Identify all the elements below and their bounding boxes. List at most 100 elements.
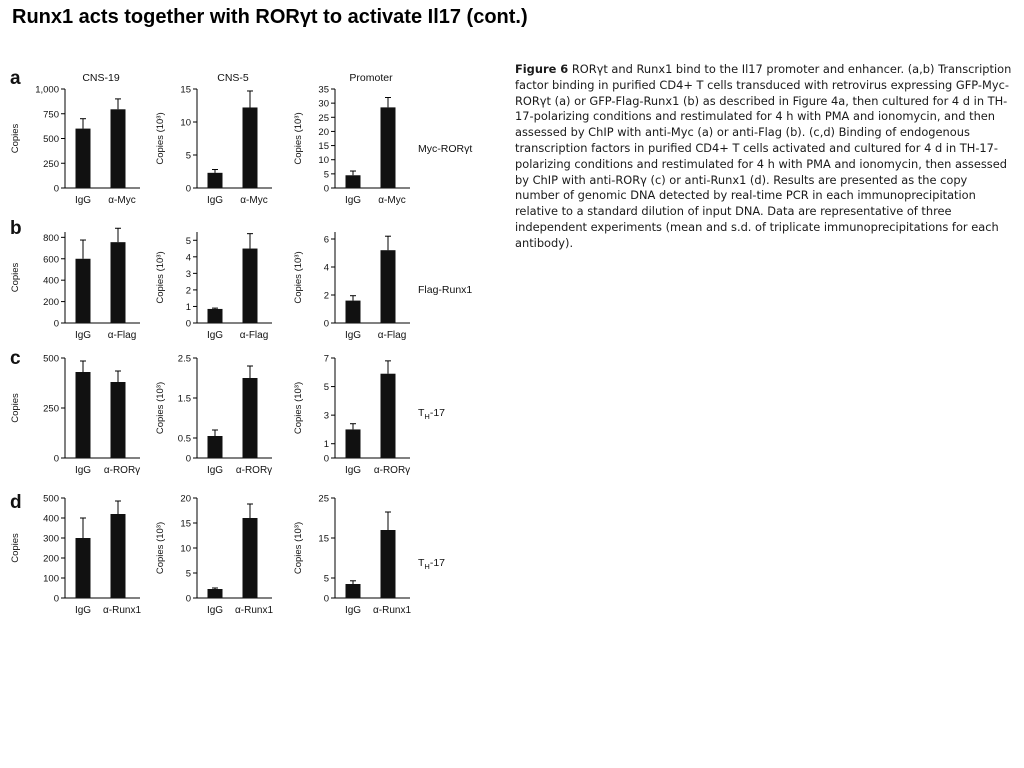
panel-d-3-y-tick-label: 0 xyxy=(324,594,329,605)
panel-d-2-category-label-1: IgG xyxy=(207,605,223,616)
panel-a-3-y-tick-label: 10 xyxy=(318,155,329,166)
panel-b-3-bar-2 xyxy=(380,250,396,323)
panel-letter-c: c xyxy=(10,348,21,369)
panel-a-3-y-tick-label: 0 xyxy=(324,184,329,195)
panel-d-2-category-label-2: α-Runx1 xyxy=(235,605,273,616)
panel-c-3-y-label: Copies (10³) xyxy=(293,382,304,434)
panel-letter-d: d xyxy=(10,492,22,513)
panel-c-3-category-label-1: IgG xyxy=(345,465,361,476)
panel-c-1-bar-2 xyxy=(110,382,126,458)
panel-b-3-bar-1 xyxy=(345,300,361,323)
panel-c-1-category-label-2: α-RORγ xyxy=(104,465,140,476)
panel-d-3-category-label-1: IgG xyxy=(345,605,361,616)
panel-a-1-y-label: Copies xyxy=(10,123,21,153)
panel-c-2-y-label: Copies (10³) xyxy=(155,382,166,434)
panel-d-1-y-tick-label: 100 xyxy=(43,574,59,585)
panel-b-2-category-label-1: IgG xyxy=(207,330,223,341)
panel-a-3-y-tick-label: 5 xyxy=(324,169,329,180)
panel-c-3-y-tick-label: 7 xyxy=(324,354,329,365)
panel-a-3-y-tick-label: 20 xyxy=(318,127,329,138)
panel-c-1-y-tick-label: 0 xyxy=(54,454,59,465)
panel-d-2-y-tick-label: 10 xyxy=(180,544,191,555)
panel-a-2-y-tick-label: 5 xyxy=(186,151,191,162)
panel-c-3-y-tick-label: 3 xyxy=(324,411,329,422)
panel-a-3-y-tick-label: 35 xyxy=(318,85,329,96)
panel-d-1-y-tick-label: 300 xyxy=(43,534,59,545)
panel-c-1-y-tick-label: 250 xyxy=(43,404,59,415)
panel-c-2-y-tick-label: 0.5 xyxy=(178,434,191,445)
panel-a-2-y-label: Copies (10³) xyxy=(155,112,166,164)
panel-d-3-bar-2 xyxy=(380,530,396,598)
panel-b-1-y-tick-label: 800 xyxy=(43,233,59,244)
panel-c-2-category-label-1: IgG xyxy=(207,465,223,476)
panel-a-1-category-label-2: α-Myc xyxy=(108,195,135,206)
panel-d-2-bar-1 xyxy=(207,589,223,598)
panel-b-1-bar-1 xyxy=(75,258,91,323)
panel-b-1-y-label: Copies xyxy=(10,262,21,292)
panel-d-3-category-label-2: α-Runx1 xyxy=(373,605,411,616)
caption-label: Figure 6 xyxy=(515,62,569,76)
panel-d-3-y-tick-label: 5 xyxy=(324,574,329,585)
panel-b-2-y-tick-label: 3 xyxy=(186,269,191,280)
panel-d-1-bar-1 xyxy=(75,538,91,598)
panel-b-1-y-tick-label: 0 xyxy=(54,319,59,330)
panel-d-1-y-tick-label: 400 xyxy=(43,514,59,525)
panel-b-3-y-tick-label: 2 xyxy=(324,291,329,302)
panel-d-2-bar-2 xyxy=(242,518,258,598)
panel-b-2-y-tick-label: 0 xyxy=(186,319,191,330)
panel-b-3-category-label-2: α-Flag xyxy=(378,330,407,341)
panel-a-1-y-tick-label: 1,000 xyxy=(35,85,59,96)
panel-c-3-y-tick-label: 5 xyxy=(324,382,329,393)
panel-d-1-bar-2 xyxy=(110,514,126,598)
panel-b-2-bar-2 xyxy=(242,248,258,323)
panel-d-2-y-tick-label: 5 xyxy=(186,569,191,580)
panel-a-1-y-tick-label: 250 xyxy=(43,159,59,170)
column-header-3: Promoter xyxy=(349,72,393,84)
panel-b-1-category-label-2: α-Flag xyxy=(108,330,137,341)
panel-d-2-y-label: Copies (10³) xyxy=(155,522,166,574)
panel-b-1-y-tick-label: 600 xyxy=(43,254,59,265)
panel-b-3-y-tick-label: 0 xyxy=(324,319,329,330)
panel-b-1-category-label-1: IgG xyxy=(75,330,91,341)
row-side-label-d: TH-17 xyxy=(418,557,445,571)
figure-caption: Figure 6 RORγt and Runx1 bind to the Il1… xyxy=(515,62,1015,252)
panel-a-2-y-tick-label: 0 xyxy=(186,184,191,195)
panel-a-3-y-tick-label: 25 xyxy=(318,113,329,124)
panel-b-2-y-tick-label: 2 xyxy=(186,285,191,296)
panel-b-3-category-label-1: IgG xyxy=(345,330,361,341)
panel-c-3-bar-1 xyxy=(345,429,361,458)
panel-a-2-bar-2 xyxy=(242,107,258,188)
row-side-label-c: TH-17 xyxy=(418,407,445,421)
panel-b-3-y-tick-label: 4 xyxy=(324,263,329,274)
panel-a-1-y-tick-label: 0 xyxy=(54,184,59,195)
panel-a-1-y-tick-label: 500 xyxy=(43,134,59,145)
panel-b-2-y-tick-label: 1 xyxy=(186,302,191,313)
panel-c-1-category-label-1: IgG xyxy=(75,465,91,476)
panel-b-2-y-tick-label: 5 xyxy=(186,236,191,247)
panel-d-3-y-label: Copies (10³) xyxy=(293,522,304,574)
panel-a-1-bar-2 xyxy=(110,109,126,188)
panel-d-1-y-tick-label: 0 xyxy=(54,594,59,605)
panel-d-2-y-tick-label: 0 xyxy=(186,594,191,605)
panel-d-2-y-tick-label: 15 xyxy=(180,519,191,530)
panel-c-3-y-tick-label: 1 xyxy=(324,439,329,450)
panel-b-1-y-tick-label: 400 xyxy=(43,276,59,287)
caption-body: (a,b) Transcription factor binding in pu… xyxy=(515,62,1012,250)
column-header-2: CNS-5 xyxy=(217,72,249,84)
panel-d-1-y-label: Copies xyxy=(10,533,21,563)
panel-a-3-category-label-2: α-Myc xyxy=(378,195,405,206)
panel-a-1-y-tick-label: 750 xyxy=(43,109,59,120)
panel-a-2-category-label-1: IgG xyxy=(207,195,223,206)
caption-title: RORγt and Runx1 bind to the Il17 promote… xyxy=(571,62,905,76)
panel-d-1-y-tick-label: 200 xyxy=(43,554,59,565)
panel-letter-b: b xyxy=(10,218,22,239)
panel-b-3-y-tick-label: 6 xyxy=(324,235,329,246)
panel-c-2-y-tick-label: 2.5 xyxy=(178,354,191,365)
panel-b-2-y-tick-label: 4 xyxy=(186,252,191,263)
panel-c-1-bar-1 xyxy=(75,372,91,458)
panel-c-1-y-tick-label: 500 xyxy=(43,354,59,365)
panel-c-3-category-label-2: α-RORγ xyxy=(374,465,410,476)
row-side-label-a: Myc-RORγt xyxy=(418,143,472,155)
